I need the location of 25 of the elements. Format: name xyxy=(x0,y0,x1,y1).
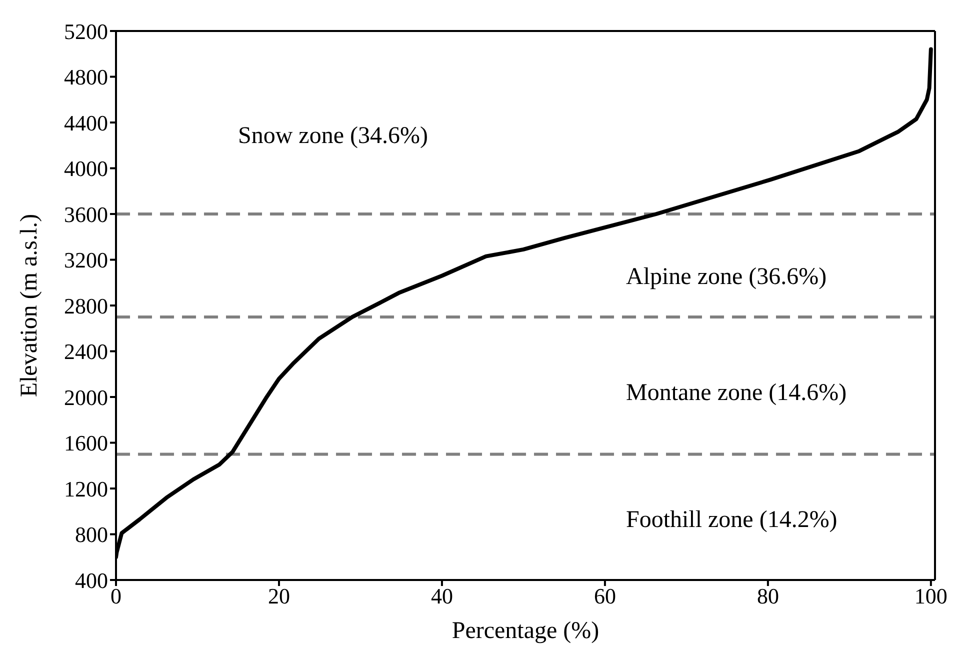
y-tick-label: 2400 xyxy=(64,339,108,364)
y-tick-label: 1600 xyxy=(64,430,108,456)
x-tick-label: 20 xyxy=(268,584,290,609)
annotation: Foothill zone (14.2%) xyxy=(626,507,838,533)
y-tick-label: 3600 xyxy=(64,202,108,227)
x-axis-title: Percentage (%) xyxy=(452,618,600,644)
y-tick-label: 4400 xyxy=(64,110,108,136)
x-tick-label: 0 xyxy=(110,584,122,609)
annotation: Montane zone (14.6%) xyxy=(626,380,847,406)
y-tick-label: 800 xyxy=(75,522,108,548)
y-tick-label: 5200 xyxy=(64,18,108,44)
y-tick-label: 1200 xyxy=(64,476,108,502)
annotation: Snow zone (34.6%) xyxy=(238,123,428,149)
y-tick-label: 3200 xyxy=(64,248,108,273)
x-tick-label: 80 xyxy=(756,584,779,609)
y-axis-title: Elevation (m a.s.l.) xyxy=(16,214,43,398)
y-tick-label: 400 xyxy=(75,568,108,593)
x-tick-label: 40 xyxy=(430,584,453,609)
x-tick-label: 60 xyxy=(594,584,616,609)
y-tick-label: 4000 xyxy=(64,156,108,182)
y-tick-label: 2800 xyxy=(64,293,108,318)
y-tick-label: 2000 xyxy=(64,384,108,410)
x-tick-label: 100 xyxy=(914,584,948,609)
y-tick-label: 4800 xyxy=(64,64,108,90)
annotation: Alpine zone (36.6%) xyxy=(626,264,827,290)
